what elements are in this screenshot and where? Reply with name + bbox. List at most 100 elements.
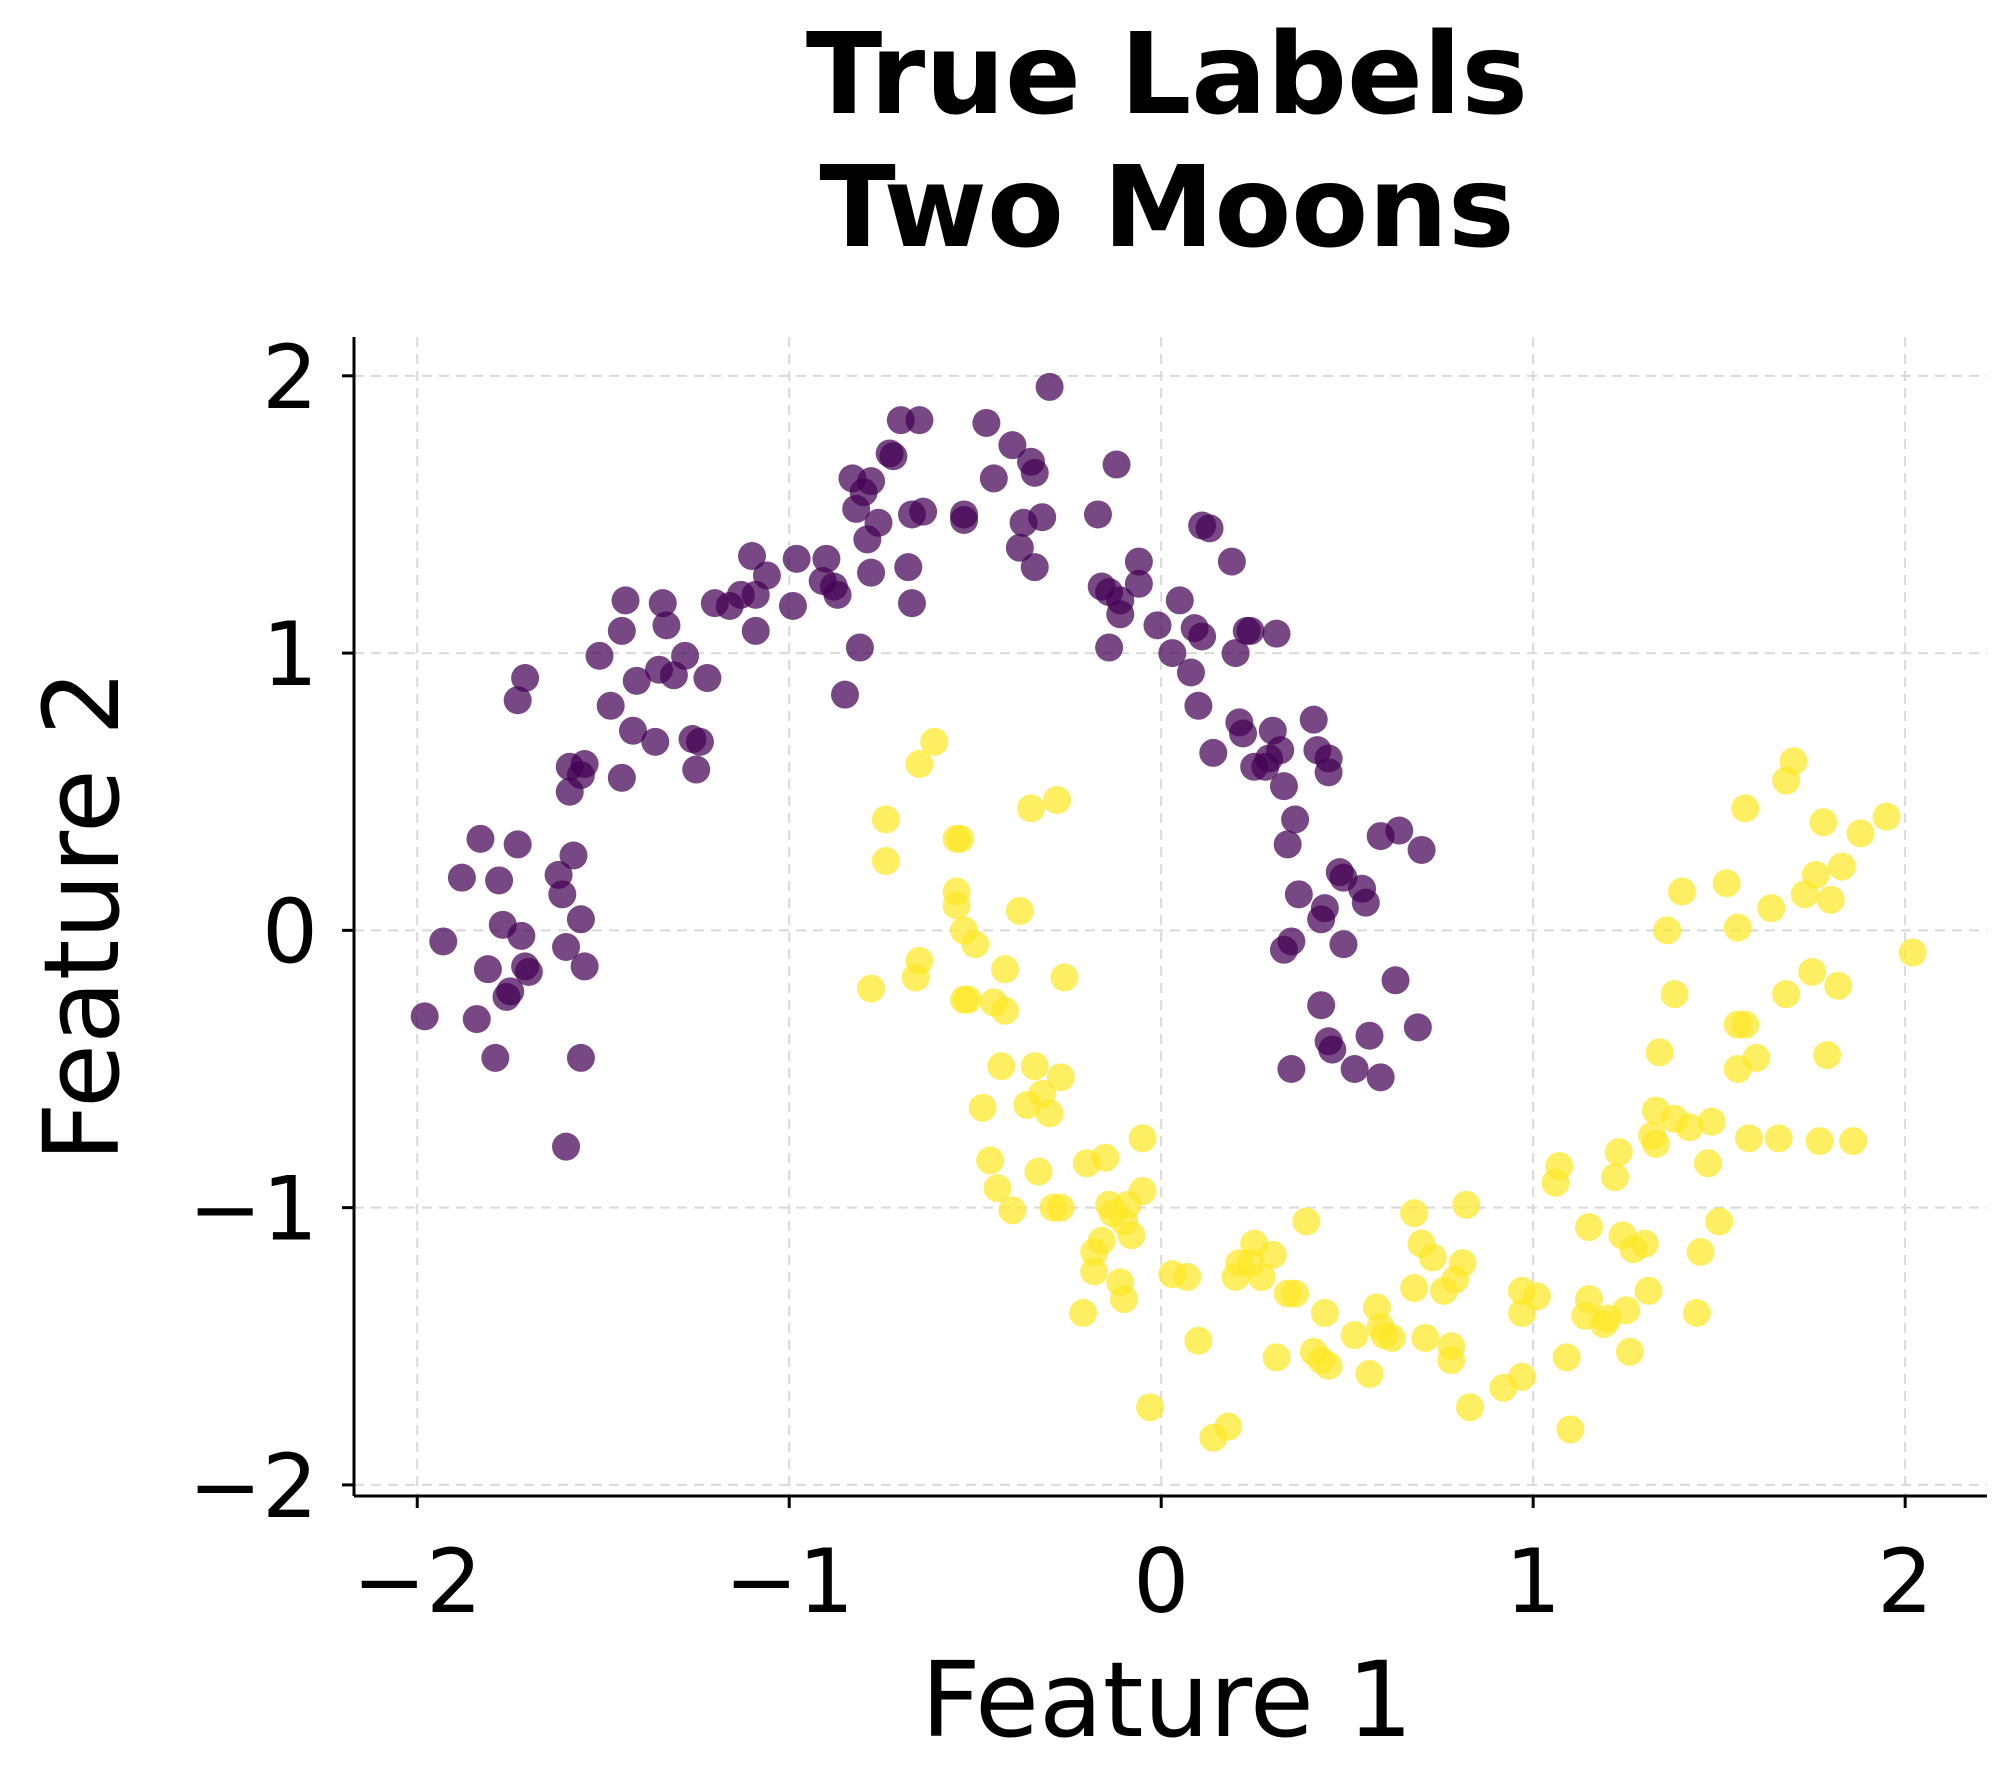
data-point-class-0 — [950, 506, 979, 534]
y-tick-label: −2 — [188, 1435, 318, 1538]
data-point-class-1 — [1452, 1190, 1481, 1219]
data-point-class-1 — [1764, 1124, 1793, 1153]
data-point-class-0 — [894, 553, 923, 582]
data-point-class-1 — [1615, 1337, 1644, 1366]
data-point-class-0 — [1143, 611, 1172, 640]
data-point-class-0 — [570, 750, 599, 778]
data-point-class-1 — [1046, 1063, 1075, 1092]
data-point-class-0 — [1310, 894, 1339, 923]
data-point-class-0 — [641, 727, 670, 756]
data-point-class-0 — [1314, 744, 1343, 773]
data-point-class-0 — [972, 408, 1001, 437]
data-point-class-1 — [968, 1093, 997, 1122]
data-point-class-0 — [1318, 1035, 1347, 1064]
data-point-class-0 — [1165, 586, 1194, 615]
data-point-class-0 — [812, 544, 841, 573]
data-point-class-0 — [1351, 888, 1380, 917]
data-point-class-0 — [671, 641, 700, 670]
data-point-class-0 — [1277, 1055, 1306, 1083]
data-point-class-0 — [566, 1043, 595, 1072]
data-point-class-0 — [845, 633, 874, 662]
data-point-class-0 — [1124, 569, 1153, 598]
data-point-class-1 — [1742, 1043, 1771, 1072]
data-point-class-0 — [741, 616, 770, 645]
data-point-class-1 — [1043, 786, 1072, 815]
data-point-class-1 — [1839, 1127, 1868, 1156]
x-tick-label: 2 — [1877, 1530, 1933, 1633]
data-point-class-1 — [1013, 1091, 1042, 1120]
data-point-class-1 — [990, 996, 1019, 1025]
data-point-class-0 — [831, 680, 860, 709]
data-point-class-1 — [1556, 1415, 1585, 1444]
y-tick-label: −1 — [188, 1158, 318, 1261]
x-tick-label: 0 — [1133, 1530, 1189, 1633]
data-point-class-1 — [1898, 938, 1927, 967]
data-point-class-0 — [652, 611, 681, 640]
x-tick-label: −1 — [724, 1530, 854, 1633]
data-point-class-0 — [1035, 372, 1064, 401]
data-point-class-0 — [607, 616, 636, 645]
data-point-class-1 — [983, 1174, 1012, 1203]
axis-ticks: −2 −1 0 1 2 −2 −1 0 1 2 — [188, 326, 1933, 1633]
data-point-class-1 — [1411, 1323, 1440, 1352]
data-point-class-1 — [905, 946, 934, 975]
data-point-class-1 — [1667, 877, 1696, 906]
data-point-class-1 — [1612, 1296, 1641, 1325]
data-point-class-1 — [1705, 1207, 1734, 1236]
data-point-class-1 — [1805, 1127, 1834, 1156]
data-point-class-0 — [1407, 835, 1436, 864]
data-point-class-1 — [920, 727, 949, 756]
data-point-class-1 — [1247, 1262, 1276, 1291]
data-point-class-1 — [1437, 1346, 1466, 1375]
data-point-class-0 — [1095, 633, 1124, 662]
data-point-class-1 — [1418, 1243, 1447, 1272]
data-point-class-0 — [648, 589, 677, 618]
data-point-class-1 — [1020, 1052, 1049, 1081]
data-point-class-1 — [942, 891, 971, 920]
data-point-class-0 — [778, 591, 807, 620]
data-point-class-1 — [1574, 1213, 1603, 1242]
data-point-class-0 — [1195, 514, 1224, 543]
data-point-class-0 — [410, 1002, 439, 1031]
data-point-class-1 — [1310, 1299, 1339, 1327]
data-point-class-0 — [1277, 927, 1306, 956]
data-point-class-0 — [693, 664, 722, 693]
data-point-class-1 — [1087, 1226, 1116, 1255]
data-point-class-0 — [1106, 600, 1135, 629]
data-point-class-1 — [1653, 916, 1682, 945]
x-tick-label: 1 — [1505, 1530, 1561, 1633]
data-point-class-0 — [1284, 880, 1313, 909]
data-point-class-0 — [998, 431, 1027, 460]
data-point-class-0 — [823, 580, 852, 609]
data-point-class-0 — [1102, 450, 1131, 479]
data-point-class-1 — [905, 750, 934, 778]
data-point-class-0 — [1262, 619, 1291, 648]
data-point-class-1 — [1630, 1229, 1659, 1258]
data-point-class-0 — [857, 467, 886, 496]
data-point-class-1 — [1017, 794, 1046, 823]
data-point-class-1 — [1448, 1249, 1477, 1278]
data-point-class-0 — [503, 830, 532, 859]
data-point-class-1 — [1723, 913, 1752, 942]
data-point-class-1 — [1314, 1351, 1343, 1380]
data-point-class-1 — [1091, 1143, 1120, 1172]
data-point-class-0 — [1266, 736, 1295, 765]
data-point-class-0 — [782, 544, 811, 573]
data-point-class-1 — [1292, 1207, 1321, 1236]
data-point-class-0 — [514, 957, 543, 986]
x-tick-label: −2 — [352, 1530, 482, 1633]
data-point-class-0 — [682, 755, 711, 784]
data-point-class-0 — [466, 824, 495, 853]
data-point-class-1 — [871, 805, 900, 834]
data-point-class-1 — [1604, 1138, 1633, 1167]
data-point-class-1 — [1455, 1393, 1484, 1422]
chart-title-line-1: True Labels — [806, 10, 1528, 140]
data-point-class-0 — [1020, 553, 1049, 582]
data-point-class-0 — [596, 691, 625, 720]
data-point-class-0 — [909, 497, 938, 526]
data-point-class-1 — [1005, 896, 1034, 925]
data-point-class-0 — [1381, 966, 1410, 995]
data-point-class-0 — [1366, 1063, 1395, 1092]
data-point-class-0 — [481, 1043, 510, 1072]
data-point-class-1 — [1574, 1285, 1603, 1314]
